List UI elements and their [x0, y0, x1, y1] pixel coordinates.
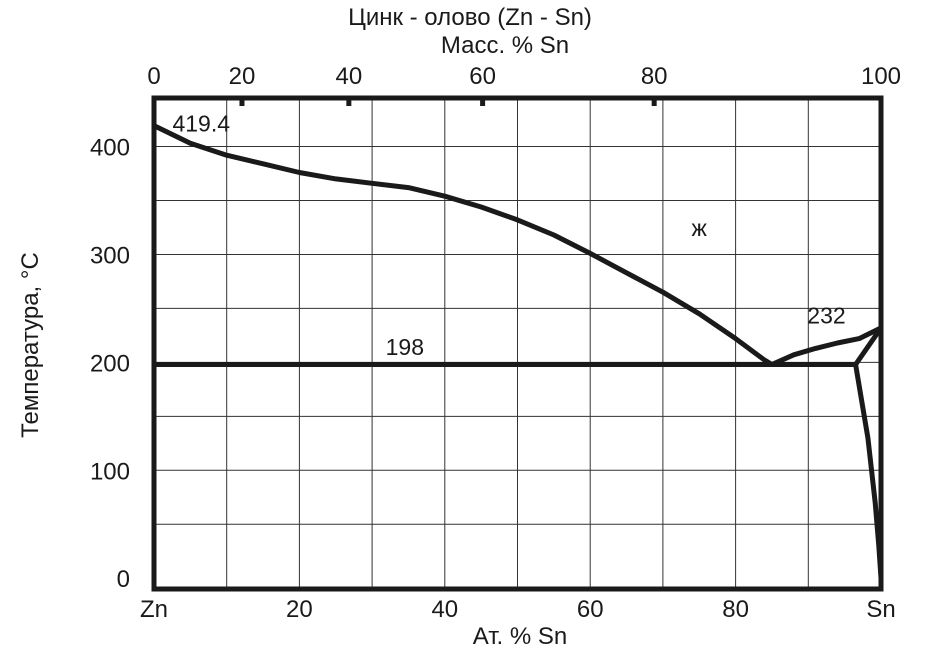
- y-axis-label: Температура, °C: [17, 252, 44, 438]
- y-tick-label: 100: [90, 458, 130, 485]
- plot-border: [151, 95, 884, 592]
- plot-frame: [151, 95, 884, 592]
- x-axis-label: Ат. % Sn: [473, 623, 568, 649]
- chart-title: Цинк - олово (Zn - Sn): [348, 4, 592, 31]
- x-top-tick-label: 100: [861, 63, 901, 90]
- series-solidus-sn: [853, 325, 884, 367]
- x-top-tick-label: 80: [641, 63, 668, 90]
- annotation-label: 419.4: [172, 110, 230, 136]
- x-tick-label: Zn: [140, 596, 168, 623]
- chart-subtitle: Масс. % Sn: [441, 32, 569, 59]
- grid: [154, 98, 881, 589]
- annotations: 419.4 ж 232 198: [172, 110, 845, 359]
- x-top-tick-label: 60: [469, 63, 496, 90]
- annotation-label: 198: [386, 334, 424, 360]
- series-liquidus-zn-side: [151, 123, 775, 367]
- y-tick-label: 200: [90, 350, 130, 377]
- y-tick-label: 300: [90, 242, 130, 269]
- annotation-label: 232: [807, 303, 845, 329]
- x-tick-label: Sn: [866, 596, 895, 623]
- y-tick-label: 400: [90, 135, 130, 162]
- x-tick-label: 60: [577, 596, 604, 623]
- x-top-tick-label: 40: [335, 63, 362, 90]
- x-tick-label: 40: [431, 596, 458, 623]
- x-tick-label: 20: [286, 596, 313, 623]
- series-liquidus-sn-side: [769, 325, 884, 367]
- y-tick-label: 0: [117, 566, 130, 593]
- annotation-label: ж: [692, 215, 708, 241]
- ticks: Zn 20 40 60 80 Sn 0 20 40 60 80 100 0 100 200 300 400: [90, 63, 901, 623]
- series-solvus-sn: [853, 362, 884, 581]
- x-top-tick-label: 0: [147, 63, 160, 90]
- x-top-tick-label: 20: [229, 63, 256, 90]
- x-tick-label: 80: [722, 596, 749, 623]
